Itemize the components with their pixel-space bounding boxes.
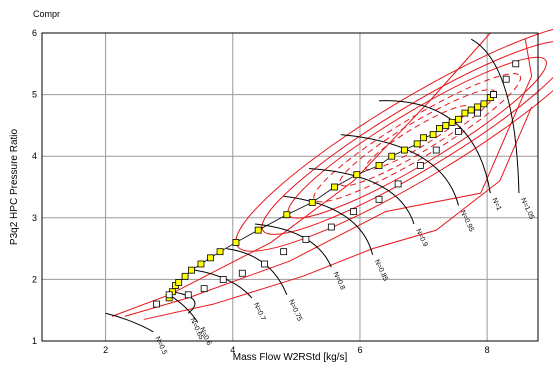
operating-point [232, 239, 240, 246]
speed-line-label: N=0.5 [153, 336, 167, 356]
y-axis-label: P3q2 HPC Pressure Ratio [9, 128, 20, 245]
x-axis-label: Mass Flow W2RStd [kg/s] [233, 352, 348, 363]
reference-point [327, 223, 335, 231]
speed-line-label: N=0.95 [459, 209, 475, 233]
operating-point [429, 131, 437, 139]
operating-point [254, 226, 262, 234]
reference-point [455, 128, 462, 135]
speed-line-label: N=0.85 [373, 259, 389, 283]
operating-point [401, 146, 408, 154]
operating-point [283, 211, 291, 219]
efficiency-contour [143, 106, 533, 320]
speed-line [309, 168, 415, 225]
plot-frame [41, 32, 539, 342]
operating-point [480, 100, 488, 108]
operating-point [375, 162, 383, 169]
speed-line [105, 312, 154, 333]
y-tick-label: 4 [32, 151, 37, 161]
operating-point [331, 183, 338, 191]
grid [42, 32, 538, 342]
reference-point [165, 291, 173, 299]
reference-point [261, 260, 268, 268]
efficiency-contour [313, 73, 522, 203]
axes: 2 4 6 8 1 2 3 4 5 6 Mass Flow W2RStd [kg/s] P3q2 HP… [9, 28, 539, 363]
operating-point [474, 103, 481, 111]
operating-point [197, 260, 205, 268]
reference-point [490, 91, 497, 98]
x-tick-label: 2 [103, 345, 108, 355]
reference-point [302, 235, 310, 243]
y-tick-label: 6 [32, 28, 37, 38]
efficiency-contour [261, 40, 553, 235]
operating-point [308, 198, 316, 206]
chart-title: Compr [33, 9, 61, 19]
operating-point [216, 248, 224, 256]
y-tick-label: 2 [32, 274, 37, 284]
speed-line [194, 269, 253, 299]
speed-line-label: N=0.9 [414, 228, 428, 248]
operating-point [353, 171, 361, 179]
reference-point [184, 291, 192, 299]
efficiency-contour [287, 56, 547, 219]
operating-point [455, 115, 462, 123]
reference-point [474, 109, 481, 117]
operating-point [448, 118, 456, 126]
reference-point [416, 162, 424, 169]
x-tick-label: 6 [357, 345, 362, 355]
efficiency-contour [235, 23, 553, 252]
reference-point [238, 269, 246, 277]
operating-point [181, 272, 189, 280]
speed-line-label: N=1.05 [519, 197, 535, 221]
operating-point [188, 266, 195, 274]
y-tick-label: 3 [32, 213, 37, 223]
reference-point [432, 146, 440, 154]
data-points [153, 60, 520, 308]
operating-point [467, 106, 475, 114]
speed-line [470, 38, 520, 194]
reference-point [200, 285, 208, 293]
reference-point [219, 275, 227, 283]
speed-line-label: N=0.8 [332, 271, 346, 291]
reference-point [502, 75, 510, 83]
efficiency-contour [111, 32, 491, 317]
operating-point [436, 125, 443, 132]
speed-line-label: N=1 [490, 197, 502, 212]
speed-line-label: N=0.7 [252, 302, 266, 322]
speed-line [226, 248, 288, 295]
operating-point [388, 152, 396, 160]
speed-line [283, 195, 374, 255]
y-tick-label: 1 [32, 336, 37, 346]
operating-point [207, 254, 214, 262]
speed-line [172, 291, 196, 314]
reference-point [512, 60, 520, 68]
reference-point [375, 195, 383, 203]
speed-line [340, 134, 459, 206]
operating-point [175, 279, 183, 286]
x-tick-label: 8 [485, 345, 490, 355]
speed-line-label: N=0.75 [287, 299, 303, 323]
y-tick-label: 5 [32, 90, 37, 100]
x-tick-label: 4 [230, 345, 235, 355]
operating-point [461, 109, 469, 117]
reference-point [153, 300, 160, 308]
reference-point [350, 208, 357, 216]
operating-point [413, 140, 421, 148]
operating-point [420, 134, 427, 142]
operating-point [442, 122, 450, 129]
reference-point [394, 180, 402, 188]
reference-point [280, 248, 288, 256]
